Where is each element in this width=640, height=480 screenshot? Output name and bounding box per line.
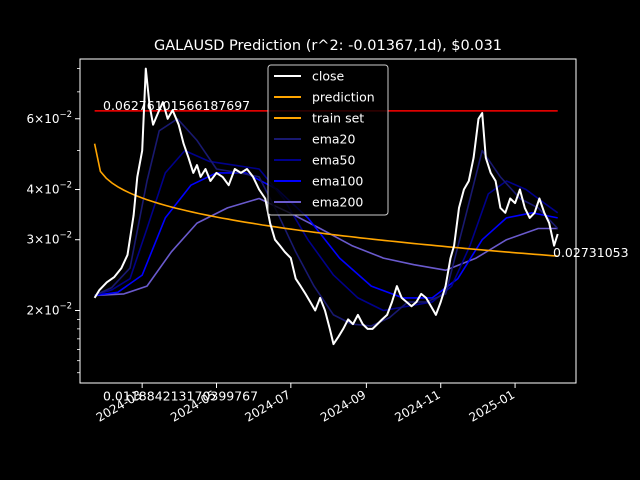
legend: close prediction train set ema20 ema50 ema100…	[267, 64, 389, 216]
series-ema100	[94, 172, 558, 299]
series-close	[93, 67, 559, 346]
series-ema50	[94, 149, 559, 312]
x-tick-label: 2025-01	[467, 387, 517, 424]
chart-title: GALAUSD Prediction (r^2: -0.01367,1d), $…	[154, 38, 502, 54]
y-tick-label: 3×10−2	[27, 231, 73, 247]
legend-label-prediction: prediction	[312, 90, 375, 105]
resistance-label: 0.06276101566187697	[103, 98, 250, 113]
legend-label-ema50: ema50	[312, 153, 355, 168]
legend-label-ema200: ema200	[312, 195, 363, 210]
plot-frame	[79, 58, 577, 384]
series-ema200	[94, 197, 558, 297]
plot-area	[93, 67, 559, 346]
legend-label-close: close	[312, 69, 345, 84]
series-ema20	[94, 118, 559, 327]
legend-label-ema100: ema100	[312, 174, 363, 189]
y-tick-label: 2×10−2	[27, 301, 73, 317]
legend-label-train-set: train set	[312, 111, 364, 126]
legend-box	[267, 64, 389, 216]
support-label: 0.011884213170399767	[103, 388, 258, 403]
legend-label-ema20: ema20	[312, 132, 355, 147]
y-tick-label: 4×10−2	[27, 181, 73, 197]
y-tick-label: 6×10−2	[27, 110, 73, 126]
x-tick-label: 2024-11	[392, 387, 442, 424]
x-tick-label: 2024-09	[318, 387, 368, 424]
last-prediction-label: 0.02731053	[553, 245, 629, 260]
series-prediction	[93, 143, 558, 257]
